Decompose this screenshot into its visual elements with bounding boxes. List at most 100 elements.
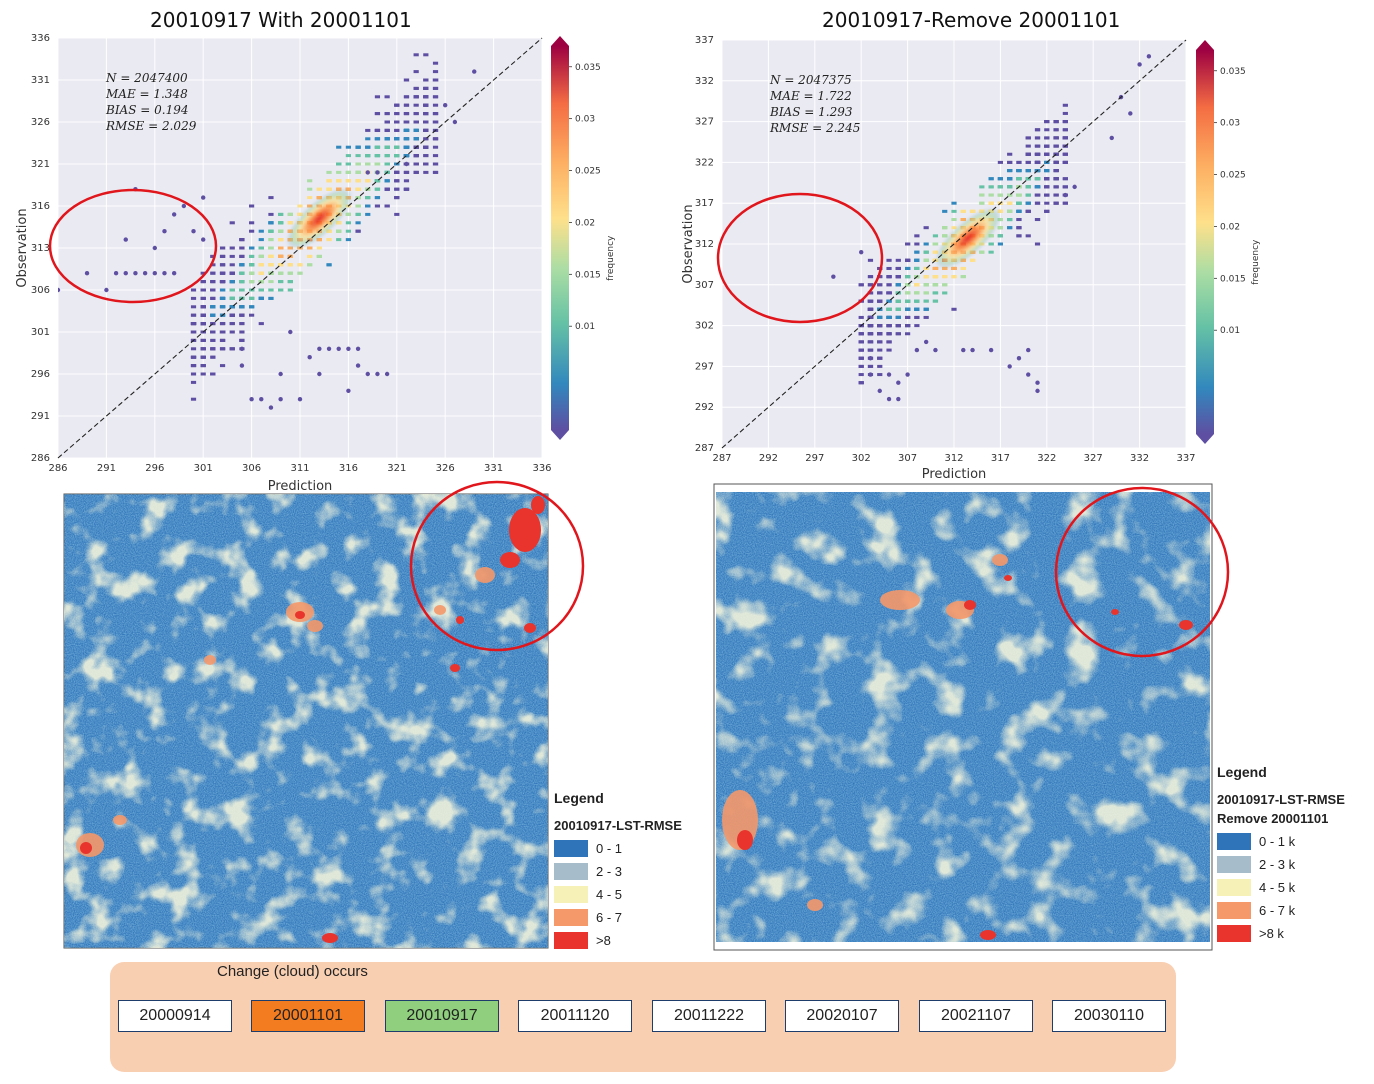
legend-swatch [1217, 902, 1251, 919]
density-point [229, 263, 235, 267]
density-point [432, 95, 439, 99]
density-point [1034, 201, 1041, 205]
density-point [423, 53, 429, 57]
right-map-highlight-circle [1054, 486, 1230, 658]
density-point [1007, 177, 1013, 181]
density-point [239, 246, 245, 250]
outlier-point [923, 339, 929, 345]
density-point [951, 266, 957, 270]
density-point [239, 330, 245, 334]
density-point [374, 128, 381, 132]
density-point [886, 266, 892, 270]
density-point [932, 266, 939, 270]
density-point [960, 218, 966, 222]
outlier-point [452, 119, 458, 125]
timeline-date-box: 20021107 [919, 1000, 1033, 1032]
colorbar-gradient [1196, 50, 1214, 434]
density-point [345, 221, 351, 225]
density-point [905, 307, 911, 311]
y-tick-label: 327 [695, 117, 714, 128]
y-tick-label: 287 [695, 443, 714, 454]
density-point [336, 229, 342, 233]
density-point [268, 212, 274, 216]
density-point [229, 221, 235, 225]
density-point [867, 364, 874, 368]
density-point [997, 185, 1003, 189]
outlier-point [961, 347, 966, 353]
density-point [403, 170, 410, 174]
y-tick-label: 326 [31, 117, 50, 128]
colorbar-tick-label: 0.015 [575, 270, 601, 280]
density-point [278, 288, 284, 292]
density-point [932, 299, 939, 303]
legend-swatch [1217, 856, 1251, 873]
density-point [1044, 120, 1050, 124]
outlier-point [1026, 372, 1031, 377]
density-point [374, 145, 381, 149]
density-point [1016, 201, 1022, 205]
outlier-point [1035, 380, 1040, 385]
density-point [355, 187, 361, 191]
density-point [403, 187, 410, 191]
outlier-point [336, 346, 341, 351]
timeline-caption: Change (cloud) occurs [217, 963, 368, 980]
density-point [210, 338, 216, 342]
outlier-point [831, 274, 836, 279]
density-point [923, 242, 929, 246]
outlier-point [152, 245, 157, 251]
x-axis-label: Prediction [268, 479, 333, 494]
legend-subtitle: 20010917-LST-RMSE [554, 818, 682, 833]
density-point [287, 263, 293, 267]
outlier-point [278, 371, 283, 377]
y-tick-label: 286 [31, 453, 50, 464]
density-point [229, 296, 235, 300]
density-point [316, 196, 322, 200]
density-point [895, 332, 901, 336]
density-point [210, 355, 216, 359]
density-point [867, 332, 874, 336]
density-point [345, 229, 351, 233]
legend-swatch [554, 932, 588, 949]
density-point [858, 381, 864, 385]
outlier-point [142, 271, 148, 276]
density-point [355, 196, 361, 200]
density-point [345, 179, 351, 183]
outlier-point [162, 271, 167, 276]
density-point [258, 238, 264, 242]
density-point [297, 263, 303, 267]
density-point [413, 154, 419, 158]
colorbar-tick-label: 0.025 [575, 167, 601, 177]
x-tick-label: 306 [242, 463, 261, 474]
density-point [914, 242, 920, 246]
density-point [316, 187, 322, 191]
stat-line: RMSE = 2.029 [105, 119, 197, 133]
density-point [268, 229, 274, 233]
density-point [200, 364, 206, 368]
density-point [258, 254, 264, 258]
density-point [219, 254, 226, 258]
density-point [219, 330, 226, 334]
outlier-point [472, 69, 477, 74]
x-tick-label: 312 [944, 453, 963, 464]
left-rmse-map [63, 480, 585, 949]
stat-line: N = 2047375 [769, 73, 852, 87]
density-point [210, 280, 216, 284]
density-point [307, 254, 313, 258]
density-point [210, 296, 216, 300]
legend-swatch [554, 886, 588, 903]
density-point [1062, 136, 1068, 140]
density-point [886, 307, 892, 311]
density-point [423, 86, 429, 90]
outlier-point [384, 371, 390, 377]
density-point [858, 348, 864, 352]
outlier-point [1035, 388, 1040, 394]
density-point [355, 162, 361, 166]
density-point [287, 280, 293, 284]
density-point [326, 263, 332, 267]
density-point [1016, 234, 1022, 238]
outlier-point [268, 405, 274, 410]
density-point [403, 103, 410, 107]
density-point [219, 322, 226, 326]
density-point [1034, 177, 1041, 181]
density-point [923, 275, 929, 279]
